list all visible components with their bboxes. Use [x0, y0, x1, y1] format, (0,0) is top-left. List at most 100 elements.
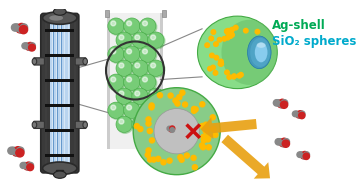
- Circle shape: [29, 43, 35, 49]
- Circle shape: [298, 152, 304, 157]
- Circle shape: [20, 163, 26, 168]
- Circle shape: [275, 139, 281, 145]
- Circle shape: [151, 35, 155, 40]
- Circle shape: [145, 152, 150, 157]
- Circle shape: [211, 127, 216, 132]
- Circle shape: [232, 74, 236, 79]
- Circle shape: [199, 143, 205, 148]
- Circle shape: [206, 134, 211, 139]
- Circle shape: [116, 88, 132, 104]
- FancyBboxPatch shape: [50, 22, 53, 165]
- FancyBboxPatch shape: [54, 22, 58, 165]
- Circle shape: [205, 43, 209, 47]
- Circle shape: [135, 35, 140, 40]
- Circle shape: [119, 91, 124, 96]
- Ellipse shape: [83, 122, 87, 128]
- Circle shape: [27, 45, 33, 51]
- Circle shape: [228, 34, 233, 38]
- Circle shape: [16, 25, 24, 33]
- Circle shape: [230, 33, 234, 37]
- Circle shape: [127, 49, 131, 54]
- Circle shape: [156, 156, 161, 161]
- Circle shape: [124, 47, 141, 63]
- FancyBboxPatch shape: [45, 154, 74, 157]
- Circle shape: [297, 113, 303, 118]
- Circle shape: [133, 61, 149, 77]
- Circle shape: [151, 91, 155, 96]
- Circle shape: [279, 101, 285, 108]
- Circle shape: [18, 26, 25, 33]
- Circle shape: [134, 124, 139, 129]
- Circle shape: [135, 119, 140, 124]
- FancyBboxPatch shape: [45, 79, 74, 82]
- Circle shape: [151, 119, 155, 124]
- FancyBboxPatch shape: [50, 22, 70, 165]
- Circle shape: [237, 74, 242, 78]
- Circle shape: [167, 126, 172, 131]
- Circle shape: [8, 147, 15, 154]
- Circle shape: [151, 63, 155, 68]
- FancyBboxPatch shape: [41, 13, 79, 173]
- Circle shape: [281, 100, 288, 106]
- Circle shape: [116, 60, 132, 76]
- Circle shape: [175, 101, 180, 106]
- Circle shape: [206, 145, 211, 150]
- Circle shape: [213, 71, 218, 75]
- Circle shape: [108, 74, 124, 90]
- Circle shape: [148, 60, 164, 76]
- Circle shape: [132, 60, 148, 76]
- Circle shape: [141, 19, 157, 35]
- Ellipse shape: [221, 20, 277, 85]
- FancyBboxPatch shape: [45, 104, 74, 108]
- Circle shape: [217, 37, 222, 42]
- Circle shape: [232, 74, 237, 78]
- Circle shape: [149, 117, 165, 133]
- Circle shape: [17, 147, 24, 154]
- Circle shape: [148, 32, 164, 48]
- Circle shape: [124, 19, 141, 35]
- FancyBboxPatch shape: [68, 19, 70, 167]
- Circle shape: [116, 32, 132, 48]
- Circle shape: [135, 91, 140, 96]
- Circle shape: [133, 88, 220, 175]
- Circle shape: [141, 103, 157, 119]
- Circle shape: [22, 163, 28, 168]
- Circle shape: [24, 43, 29, 49]
- Circle shape: [109, 47, 125, 63]
- Circle shape: [109, 103, 125, 119]
- Circle shape: [139, 74, 156, 90]
- Circle shape: [16, 149, 24, 157]
- Circle shape: [149, 89, 165, 105]
- Circle shape: [203, 122, 209, 127]
- Circle shape: [124, 74, 140, 90]
- Circle shape: [154, 109, 199, 154]
- Circle shape: [132, 116, 148, 132]
- Circle shape: [14, 147, 22, 155]
- Circle shape: [148, 88, 164, 104]
- FancyBboxPatch shape: [63, 19, 64, 167]
- Circle shape: [225, 29, 229, 33]
- Circle shape: [227, 75, 232, 79]
- Circle shape: [201, 145, 206, 150]
- Circle shape: [146, 117, 151, 122]
- Ellipse shape: [32, 122, 37, 128]
- FancyBboxPatch shape: [33, 121, 44, 129]
- Circle shape: [170, 126, 175, 131]
- Circle shape: [143, 105, 147, 110]
- Circle shape: [281, 138, 288, 146]
- Circle shape: [149, 61, 165, 77]
- Circle shape: [124, 75, 141, 91]
- Circle shape: [178, 155, 183, 160]
- FancyBboxPatch shape: [62, 22, 66, 165]
- Circle shape: [139, 18, 156, 34]
- Circle shape: [117, 61, 133, 77]
- Circle shape: [147, 157, 153, 162]
- Circle shape: [225, 35, 230, 40]
- Circle shape: [12, 148, 20, 156]
- Circle shape: [28, 163, 33, 168]
- Circle shape: [277, 139, 283, 145]
- Ellipse shape: [198, 16, 277, 89]
- Circle shape: [275, 100, 281, 106]
- Circle shape: [119, 119, 124, 124]
- Circle shape: [191, 106, 197, 112]
